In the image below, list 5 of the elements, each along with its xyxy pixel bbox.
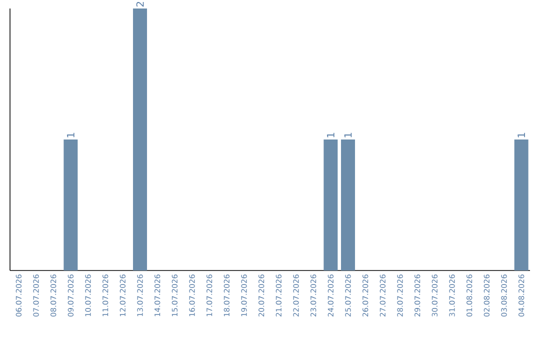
data-label: 2	[136, 2, 144, 7]
data-label: 1	[518, 133, 525, 138]
data-label: 1	[344, 133, 352, 138]
data-label: 1	[67, 133, 74, 138]
data-label: 1	[327, 133, 334, 138]
